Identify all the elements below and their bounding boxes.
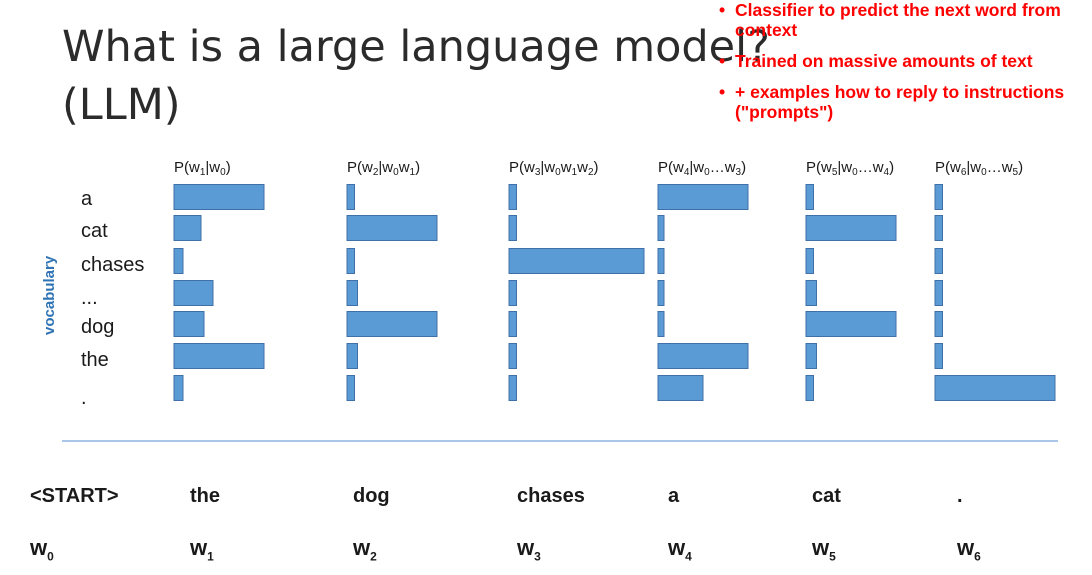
vocab-word: ... xyxy=(81,287,98,309)
bar xyxy=(508,311,517,337)
bar-series xyxy=(173,184,265,401)
position-label: w4 xyxy=(668,535,692,564)
column-label: P(w5|w0…w4) xyxy=(806,159,894,178)
bar xyxy=(173,215,202,241)
bar xyxy=(934,184,943,210)
title-line-2: (LLM) xyxy=(62,80,181,130)
bullet-item: + examples how to reply to instructions … xyxy=(717,82,1092,122)
bar xyxy=(805,343,817,369)
column-label: P(w6|w0…w5) xyxy=(935,159,1023,178)
position-label: w3 xyxy=(517,535,541,564)
title-line-1: What is a large language model? xyxy=(62,22,770,72)
token: <START> xyxy=(30,485,119,507)
bar-series xyxy=(346,184,438,401)
vocab-word: a xyxy=(81,188,93,210)
vocabulary-labels: a cat chases... dog the. xyxy=(81,188,144,409)
bar xyxy=(508,375,517,401)
bullet-list: Classifier to predict the next word from… xyxy=(717,0,1092,133)
bullet-item: Classifier to predict the next word from… xyxy=(717,0,1092,40)
bullet-item: Trained on massive amounts of text xyxy=(717,51,1092,71)
token: the xyxy=(190,485,220,507)
bar-series xyxy=(805,184,897,401)
position-label: w0 xyxy=(30,535,54,564)
vocab-word: cat xyxy=(81,220,108,242)
position-label: w1 xyxy=(190,535,214,564)
bar xyxy=(805,248,814,274)
token: cat xyxy=(812,485,841,507)
bar-series xyxy=(657,184,749,401)
bar xyxy=(346,184,355,210)
bar xyxy=(934,311,943,337)
column-labels: P(w1|w0) P(w2|w0w1) P(w3|w0w1w2) P(w4|w0…w3… xyxy=(174,159,1023,178)
bar xyxy=(173,343,265,369)
bar xyxy=(508,280,517,306)
vocab-word: . xyxy=(81,387,87,409)
y-axis-label: vocabulary xyxy=(41,255,58,335)
bar xyxy=(934,215,943,241)
column-label: P(w1|w0) xyxy=(174,159,231,178)
bar-groups xyxy=(173,184,1056,401)
bar xyxy=(657,248,665,274)
bar xyxy=(173,280,214,306)
bar xyxy=(173,184,265,210)
vocab-word: chases xyxy=(81,254,144,276)
bar xyxy=(173,248,184,274)
vocab-word: dog xyxy=(81,316,114,338)
bar xyxy=(173,311,205,337)
bar xyxy=(805,280,817,306)
bar-series xyxy=(508,184,645,401)
bar xyxy=(657,311,665,337)
probability-chart: vocabulary a cat chases... dog the. P(w1|w0)… xyxy=(41,159,1058,442)
bar xyxy=(934,280,943,306)
bar xyxy=(805,184,814,210)
bar xyxy=(934,343,943,369)
bar xyxy=(805,375,814,401)
bar xyxy=(657,215,665,241)
bar xyxy=(508,248,645,274)
bar xyxy=(934,248,943,274)
slide-title: What is a large language model? (LLM) xyxy=(62,18,770,134)
bar xyxy=(346,280,358,306)
bar xyxy=(346,343,358,369)
bar xyxy=(657,343,749,369)
column-label: P(w3|w0w1w2) xyxy=(509,159,599,178)
token: a xyxy=(668,485,680,507)
bar xyxy=(173,375,184,401)
bar xyxy=(805,311,897,337)
bar xyxy=(657,280,665,306)
position-label: w2 xyxy=(353,535,377,564)
token: chases xyxy=(517,485,585,507)
position-label: w5 xyxy=(812,535,836,564)
vocab-word: the xyxy=(81,349,109,371)
bar xyxy=(805,215,897,241)
bar xyxy=(346,311,438,337)
column-label: P(w2|w0w1) xyxy=(347,159,420,178)
bar xyxy=(346,375,355,401)
bar xyxy=(508,343,517,369)
bar xyxy=(657,184,749,210)
token: . xyxy=(957,485,963,507)
bar xyxy=(346,215,438,241)
column-label: P(w4|w0…w3) xyxy=(658,159,746,178)
bar xyxy=(346,248,355,274)
token: dog xyxy=(353,485,390,507)
bar xyxy=(508,215,517,241)
bar xyxy=(657,375,704,401)
bar-series xyxy=(934,184,1056,401)
bar xyxy=(934,375,1056,401)
bar xyxy=(508,184,517,210)
position-label: w6 xyxy=(957,535,981,564)
